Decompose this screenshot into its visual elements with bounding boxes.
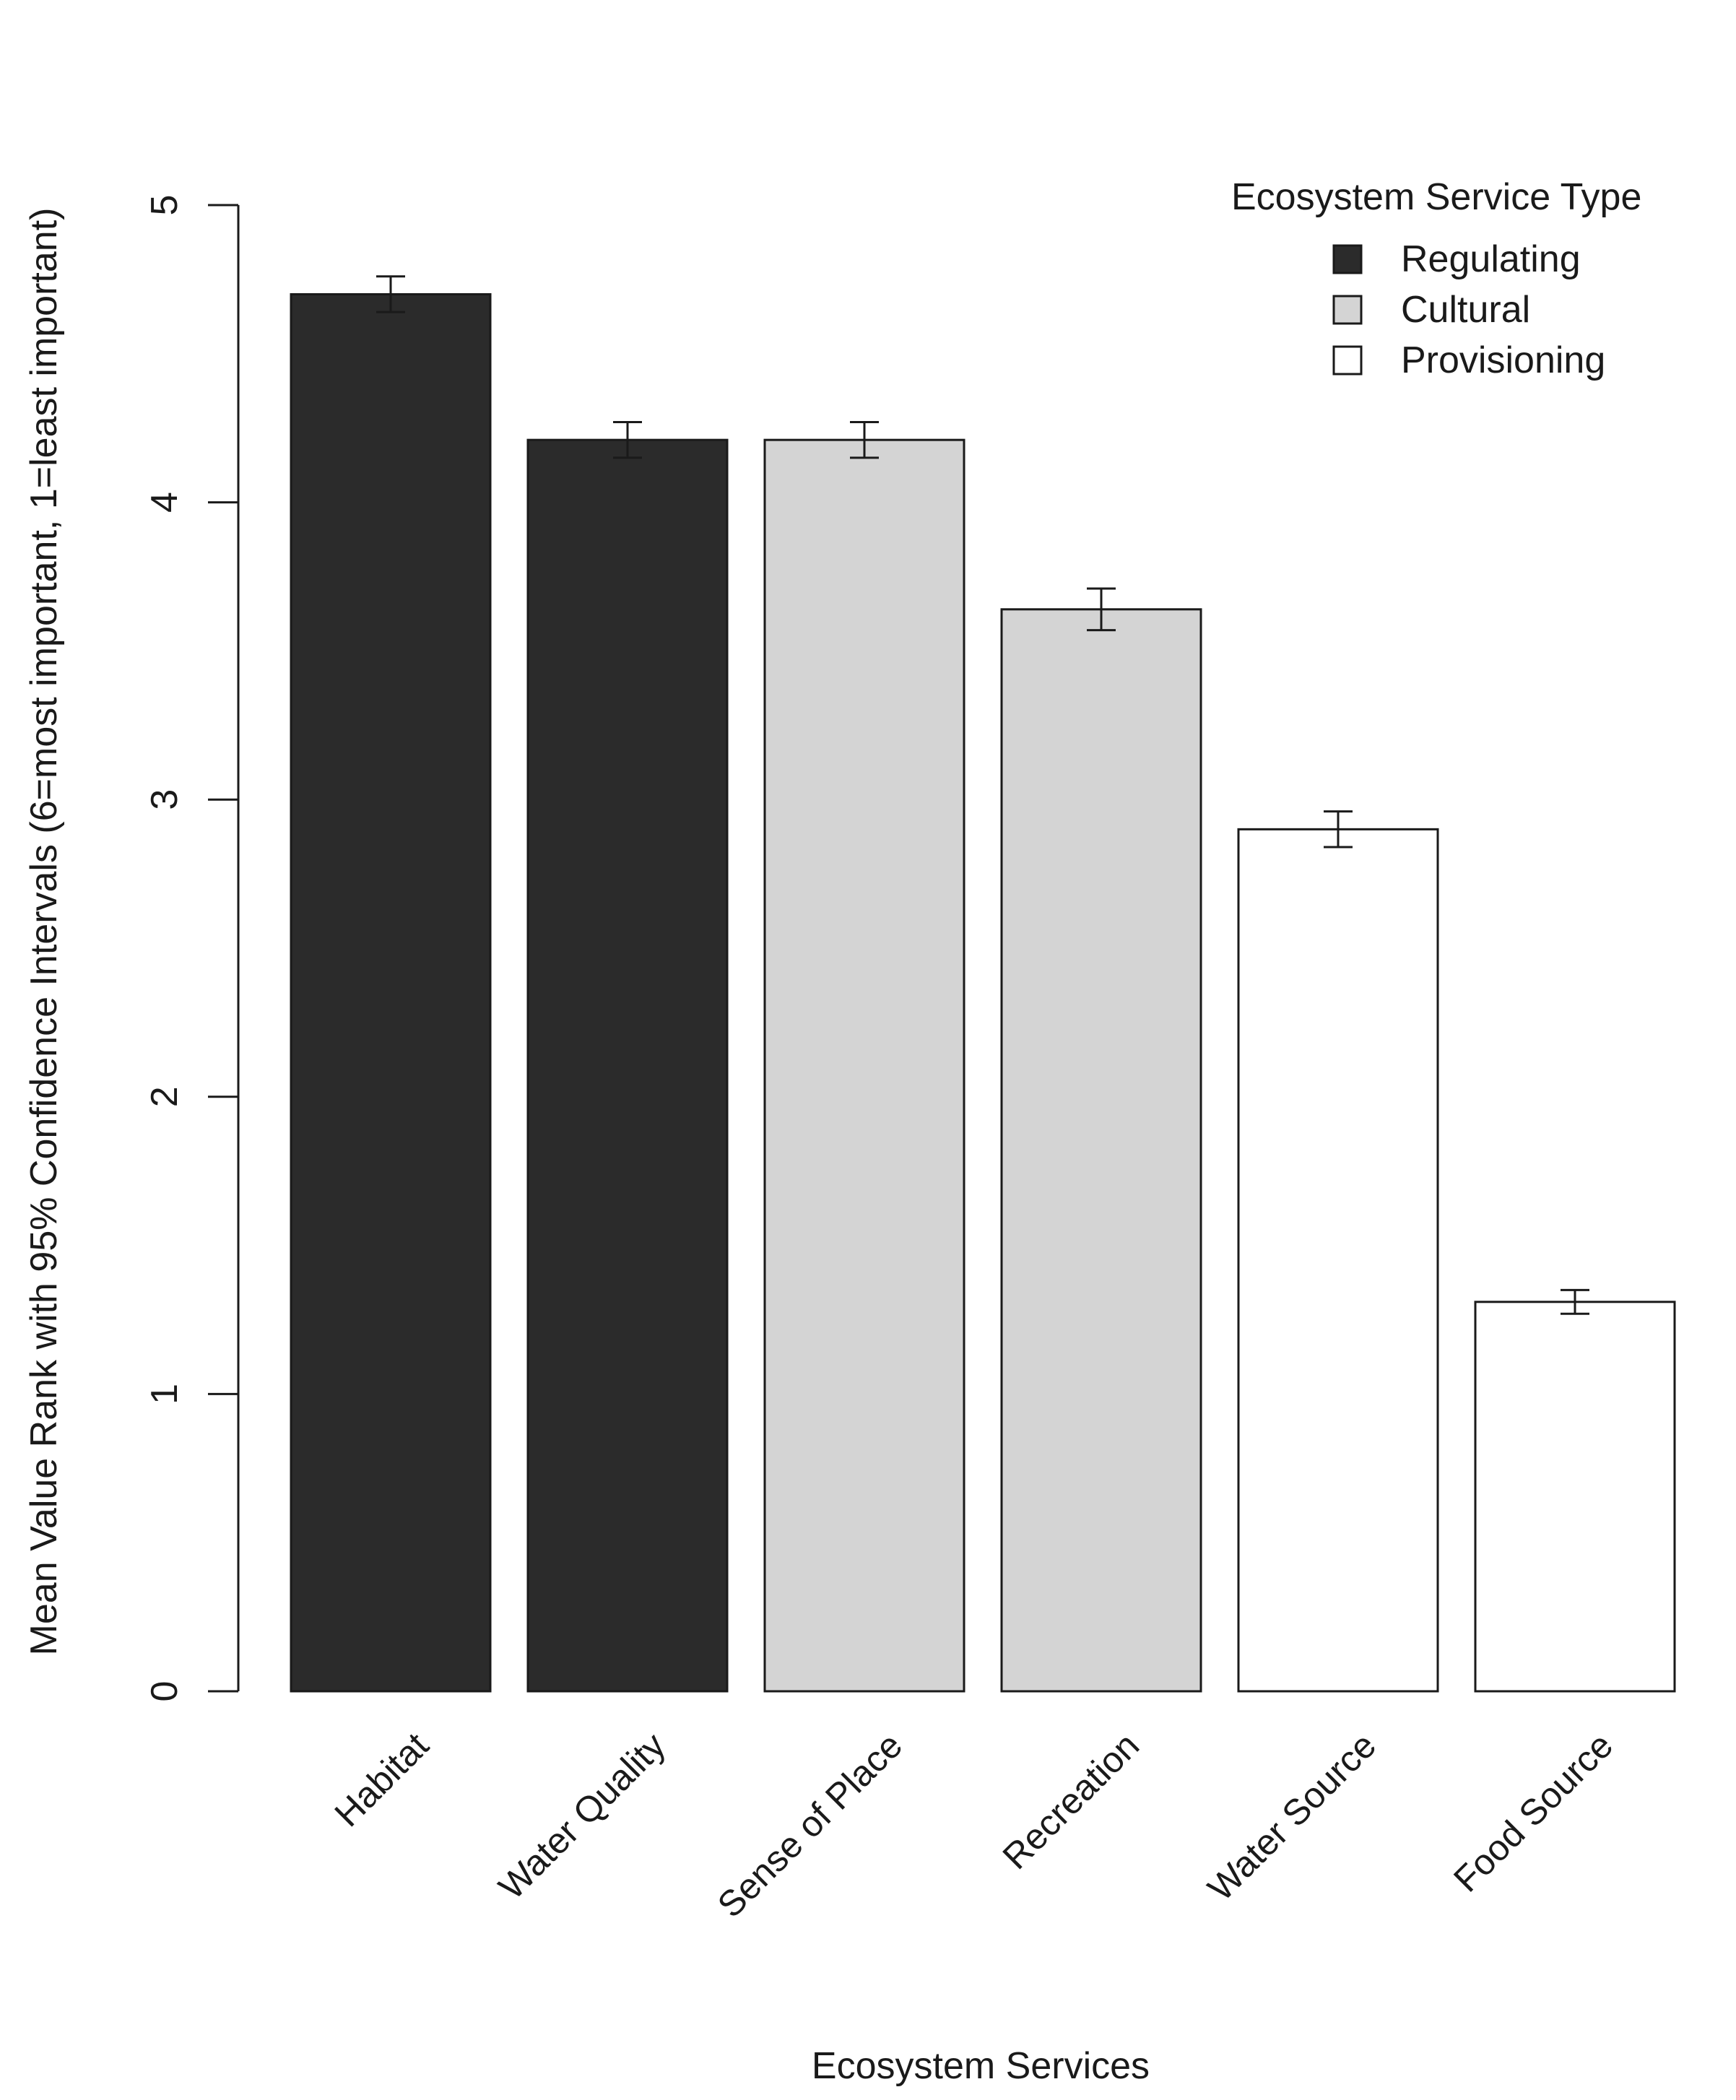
x-tick-label: Recreation — [995, 1725, 1147, 1878]
y-tick-label: 3 — [144, 789, 186, 810]
y-tick-label: 0 — [144, 1681, 186, 1702]
legend-title: Ecosystem Service Type — [1231, 176, 1641, 218]
x-tick-label: Water Source — [1200, 1725, 1384, 1909]
y-tick-label: 4 — [144, 492, 186, 513]
bars — [290, 292, 1676, 1693]
bar — [1000, 608, 1202, 1693]
legend-swatch — [1332, 295, 1363, 325]
legend-label: Provisioning — [1401, 339, 1605, 381]
legend-label: Regulating — [1401, 238, 1581, 280]
x-tick-label: Habitat — [327, 1725, 437, 1835]
bar — [526, 438, 729, 1693]
legend-swatch — [1332, 244, 1363, 274]
bar — [763, 438, 965, 1693]
x-axis-title: Ecosystem Services — [812, 2045, 1150, 2087]
bar — [290, 292, 492, 1693]
bar — [1474, 1301, 1676, 1693]
legend-label: Cultural — [1401, 289, 1530, 331]
legend-swatch — [1332, 345, 1363, 376]
legend: Ecosystem Service Type Regulating Cultura… — [1231, 176, 1641, 381]
y-axis-title: Mean Value Rank with 95% Confidence Inte… — [23, 208, 65, 1656]
x-tick-label: Food Source — [1446, 1725, 1620, 1900]
error-bars — [376, 275, 1589, 1315]
y-tick-label: 1 — [144, 1384, 186, 1405]
y-tick-label: 5 — [144, 195, 186, 216]
x-tick-label: Water Quality — [491, 1725, 673, 1907]
x-tick-label: Sense of Place — [710, 1725, 910, 1925]
y-axis: 0 1 2 3 4 5 — [144, 195, 240, 1702]
x-axis-labels: Habitat Water Quality Sense of Place Recrea… — [327, 1725, 1621, 1925]
y-tick-label: 2 — [144, 1086, 186, 1107]
bar — [1237, 828, 1439, 1693]
